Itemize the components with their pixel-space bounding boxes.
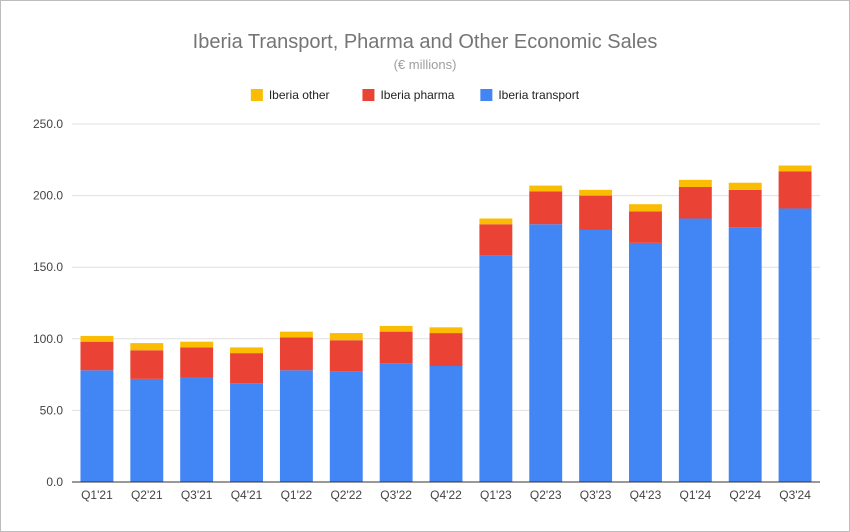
bar-iberia-other-q4-23 xyxy=(629,204,662,212)
bar-iberia-transport-q1-23 xyxy=(479,255,513,482)
bar-iberia-transport-q1-21 xyxy=(80,370,114,482)
bar-iberia-other-q1-24 xyxy=(678,179,712,188)
x-tick-label: Q3'21 xyxy=(181,488,213,502)
legend: Iberia other Iberia pharma Iberia transpor… xyxy=(250,88,580,102)
bar-iberia-transport-q4-21 xyxy=(230,383,263,482)
bar-iberia-pharma-q1-24 xyxy=(678,187,712,219)
bar-iberia-other-q2-23 xyxy=(529,185,563,192)
bar-iberia-other-q3-21 xyxy=(180,341,214,348)
y-tick-label: 150.0 xyxy=(33,260,63,274)
bar-iberia-pharma-q4-23 xyxy=(629,211,662,243)
legend-swatch-iberia-transport xyxy=(480,89,493,101)
y-tick-label: 0.0 xyxy=(46,475,63,489)
bar-iberia-other-q1-22 xyxy=(279,331,313,338)
bar-iberia-other-q3-23 xyxy=(579,189,613,196)
bar-iberia-other-q2-21 xyxy=(130,343,164,351)
bar-iberia-transport-q2-24 xyxy=(728,227,762,482)
bar-iberia-pharma-q3-23 xyxy=(579,195,613,230)
bar-iberia-pharma-q2-23 xyxy=(529,191,563,225)
bar-iberia-pharma-q4-21 xyxy=(230,353,263,384)
y-tick-label: 50.0 xyxy=(40,403,64,417)
bar-iberia-transport-q3-21 xyxy=(180,377,214,482)
x-axis-ticks: Q1'21 Q2'21 Q3'21 Q4'21 Q1'22 Q2'22 Q3'22 Q4'22… xyxy=(81,488,811,502)
bars xyxy=(80,165,812,483)
bar-iberia-pharma-q1-21 xyxy=(80,341,114,371)
bar-iberia-other-q2-24 xyxy=(728,182,762,190)
x-tick-label: Q1'24 xyxy=(680,488,712,502)
bar-iberia-transport-q2-22 xyxy=(329,371,363,482)
bar-iberia-other-q1-23 xyxy=(479,218,513,225)
bar-iberia-other-q1-21 xyxy=(80,335,114,342)
bar-iberia-transport-q3-24 xyxy=(778,208,812,482)
bar-iberia-other-q3-22 xyxy=(379,325,413,332)
legend-label-iberia-pharma: Iberia pharma xyxy=(380,88,454,102)
bar-iberia-other-q2-22 xyxy=(329,333,363,341)
bar-iberia-transport-q4-22 xyxy=(429,366,463,482)
bar-iberia-other-q4-21 xyxy=(230,347,263,354)
bar-iberia-pharma-q4-22 xyxy=(429,333,463,367)
y-tick-label: 250.0 xyxy=(33,117,63,131)
x-tick-label: Q2'22 xyxy=(330,488,362,502)
x-tick-label: Q2'23 xyxy=(530,488,562,502)
bar-iberia-pharma-q1-23 xyxy=(479,224,513,256)
legend-swatch-iberia-pharma xyxy=(362,89,375,101)
bar-iberia-other-q4-22 xyxy=(429,327,463,334)
bar-iberia-pharma-q3-22 xyxy=(379,331,413,364)
x-tick-label: Q1'23 xyxy=(480,488,512,502)
x-tick-label: Q2'21 xyxy=(131,488,163,502)
x-tick-label: Q2'24 xyxy=(729,488,761,502)
bar-iberia-transport-q4-23 xyxy=(629,242,662,482)
bar-iberia-pharma-q2-21 xyxy=(130,350,164,379)
chart-subtitle: (€ millions) xyxy=(394,57,457,72)
bar-iberia-transport-q2-21 xyxy=(130,378,164,482)
bar-iberia-pharma-q3-24 xyxy=(778,171,812,209)
y-tick-label: 100.0 xyxy=(33,332,63,346)
x-tick-label: Q4'21 xyxy=(231,488,263,502)
x-tick-label: Q4'22 xyxy=(430,488,462,502)
bar-iberia-pharma-q3-21 xyxy=(180,347,214,378)
legend-label-iberia-other: Iberia other xyxy=(269,88,330,102)
bar-iberia-transport-q1-22 xyxy=(279,370,313,482)
y-axis-ticks: 0.0 50.0 100.0 150.0 200.0 250.0 xyxy=(33,117,63,489)
bar-iberia-transport-q3-22 xyxy=(379,363,413,482)
legend-swatch-iberia-other xyxy=(250,89,263,101)
x-tick-label: Q1'21 xyxy=(81,488,113,502)
bar-iberia-other-q3-24 xyxy=(778,165,812,172)
bar-iberia-transport-q1-24 xyxy=(678,218,712,482)
x-tick-label: Q4'23 xyxy=(630,488,662,502)
y-tick-label: 200.0 xyxy=(33,189,63,203)
chart-title: Iberia Transport, Pharma and Other Econo… xyxy=(193,31,658,53)
bar-iberia-pharma-q2-22 xyxy=(329,340,363,372)
x-tick-label: Q3'23 xyxy=(580,488,612,502)
bar-iberia-transport-q3-23 xyxy=(579,229,613,482)
x-tick-label: Q3'22 xyxy=(380,488,412,502)
bar-iberia-pharma-q1-22 xyxy=(279,337,313,371)
bar-iberia-pharma-q2-24 xyxy=(728,189,762,228)
x-tick-label: Q3'24 xyxy=(779,488,811,502)
bar-iberia-transport-q2-23 xyxy=(529,224,563,483)
legend-label-iberia-transport: Iberia transport xyxy=(498,88,579,102)
x-tick-label: Q1'22 xyxy=(281,488,313,502)
